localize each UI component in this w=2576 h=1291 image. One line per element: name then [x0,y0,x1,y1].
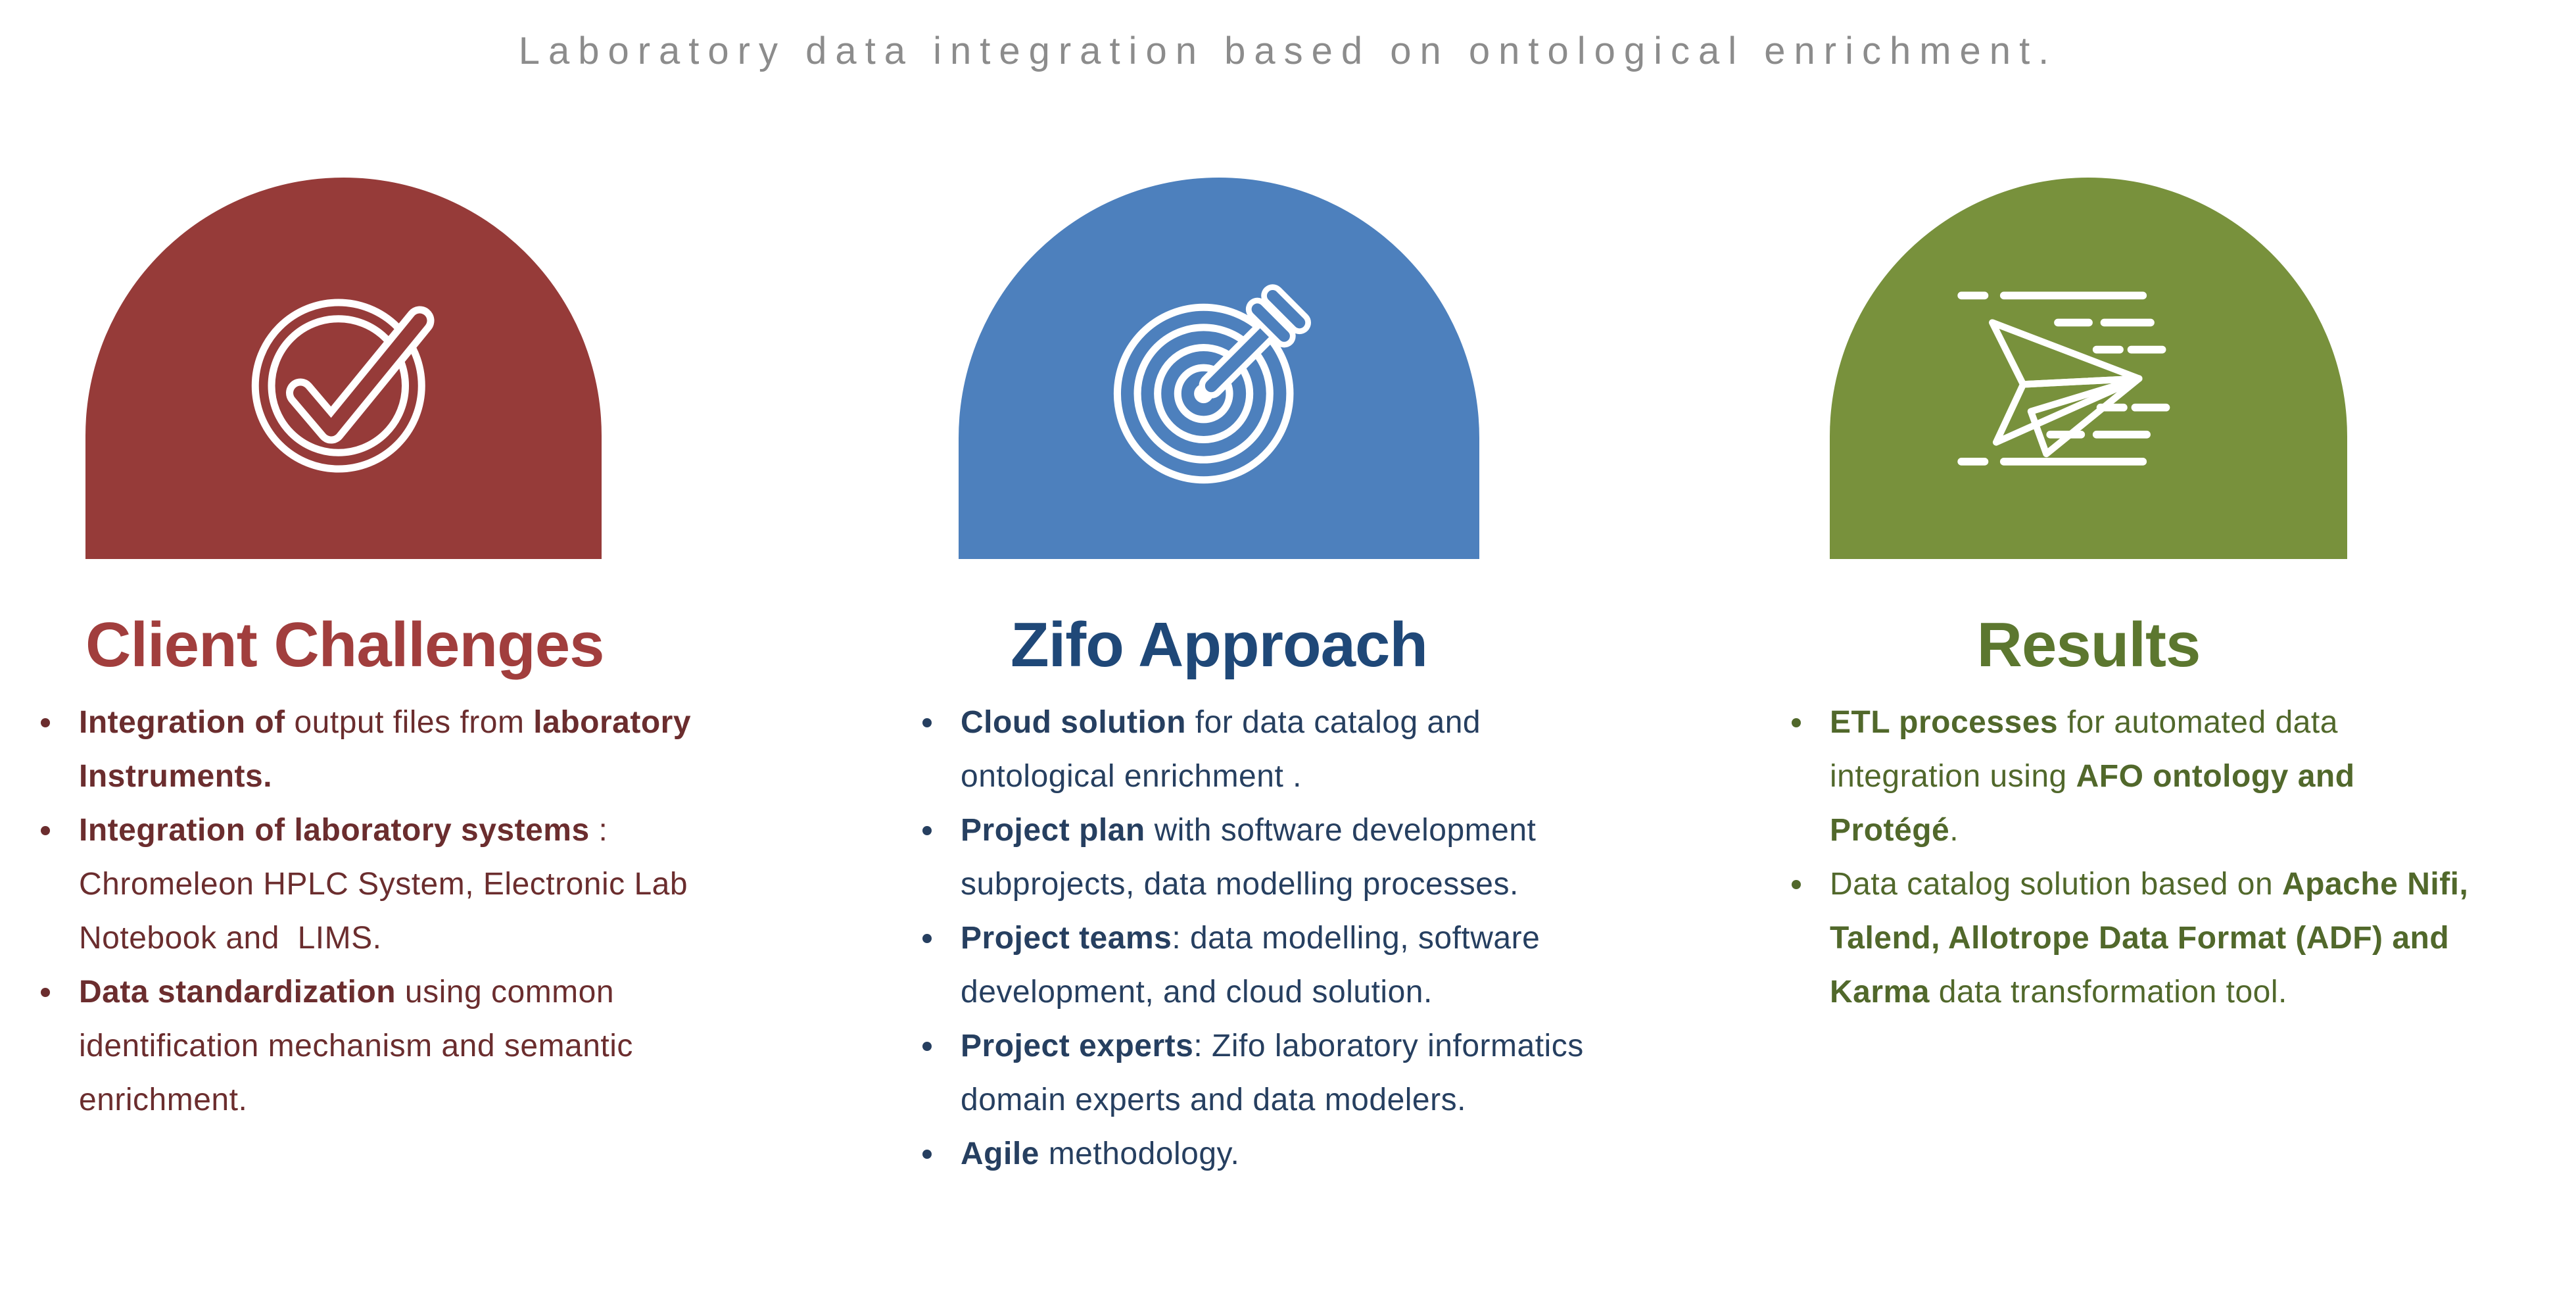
text-line: subprojects, data modelling processes. [961,867,1519,902]
text-line: integration using AFO ontology and [1830,759,2355,794]
column-heading: Results [1976,610,2201,680]
bullet-dot [41,988,50,997]
check-circle-icon [251,299,434,473]
bullet-list: Cloud solution for data catalog and ontol… [922,696,1584,1181]
bullet-text: Integration of laboratory systems : Chrom… [79,804,688,965]
bullet-text: ETL processes for automated data integrat… [1830,696,2355,858]
bullet-dot [1792,880,1801,889]
text-line: Talend, Allotrope Data Format (ADF) and [1830,921,2450,956]
column-heading: Zifo Approach [1010,610,1428,680]
text-line: Project teams: data modelling, software [961,921,1540,956]
text-line: Data standardization using common [79,975,615,1010]
bullet-dot [41,826,50,835]
text-line: Project experts: Zifo laboratory informa… [961,1029,1584,1063]
bullet-text: Cloud solution for data catalog and ontol… [961,696,1481,804]
bullet-text: Project plan with software development su… [961,804,1536,912]
text-line: Data catalog solution based on Apache Ni… [1830,867,2469,902]
bullet-dot [922,1150,932,1159]
bullet-text: Project teams: data modelling, software d… [961,912,1540,1019]
list-item: ETL processes for automated data integrat… [1792,696,2468,858]
bullet-dot [41,718,50,727]
text-line: ETL processes for automated data [1830,705,2338,740]
bullet-text: Data standardization using common identif… [79,965,633,1127]
text-line: Cloud solution for data catalog and [961,705,1481,740]
text-line: Chromeleon HPLC System, Electronic Lab [79,867,688,902]
text-line: identification mechanism and semantic [79,1029,633,1063]
page-title: Laboratory data integration based on ont… [518,30,2058,72]
column-heading: Client Challenges [85,610,605,680]
paper-plane-icon [1957,291,2170,466]
zifo-approach-arch [959,178,1479,559]
text-line: development, and cloud solution. [961,975,1433,1010]
list-item: Cloud solution for data catalog and ontol… [922,696,1584,804]
client-challenges-arch [85,178,602,559]
bullet-list: Integration of output files from laborat… [41,696,691,1127]
bullet-dot [922,934,932,943]
text-line: Karma data transformation tool. [1830,975,2287,1010]
list-item: Integration of output files from laborat… [41,696,691,804]
text-line: Notebook and LIMS. [79,921,382,956]
list-item: Integration of laboratory systems : Chrom… [41,804,691,965]
text-line: Project plan with software development [961,813,1537,848]
bullet-text: Data catalog solution based on Apache Ni… [1830,858,2468,1019]
bullet-dot [1792,718,1801,727]
column-results: Results ETL processes for automated data… [1792,178,2468,1010]
bullet-dot [922,1042,932,1051]
list-item: Project experts: Zifo laboratory informa… [922,1019,1584,1127]
column-zifo-approach: Zifo Approach Cloud solution for data ca… [922,178,1583,1171]
target-dart-icon [1113,284,1311,484]
results-arch [1830,178,2347,559]
bullet-text: Integration of output files from laborat… [79,696,691,804]
bullet-text: Agile methodology. [961,1127,1239,1181]
text-line: domain experts and data modelers. [961,1083,1466,1117]
text-line: Agile methodology. [961,1136,1240,1171]
list-item: Project teams: data modelling, software d… [922,912,1584,1019]
list-item: Project plan with software development su… [922,804,1584,912]
text-line: enrichment. [79,1083,248,1117]
list-item: Data standardization using common identif… [41,965,691,1127]
bullet-text: Project experts: Zifo laboratory informa… [961,1019,1584,1127]
bullet-dot [922,718,932,727]
column-client-challenges: Client Challenges Integration of output … [41,178,691,1117]
text-line: ontological enrichment . [961,759,1302,794]
text-line: Instruments. [79,759,273,794]
text-line: Integration of laboratory systems : [79,813,608,848]
list-item: Agile methodology. [922,1127,1584,1181]
text-line: Protégé. [1830,813,1959,848]
list-item: Data catalog solution based on Apache Ni… [1792,858,2468,1019]
bullet-list: ETL processes for automated data integrat… [1792,696,2468,1019]
bullet-dot [922,826,932,835]
text-line: Integration of output files from laborat… [79,705,692,740]
